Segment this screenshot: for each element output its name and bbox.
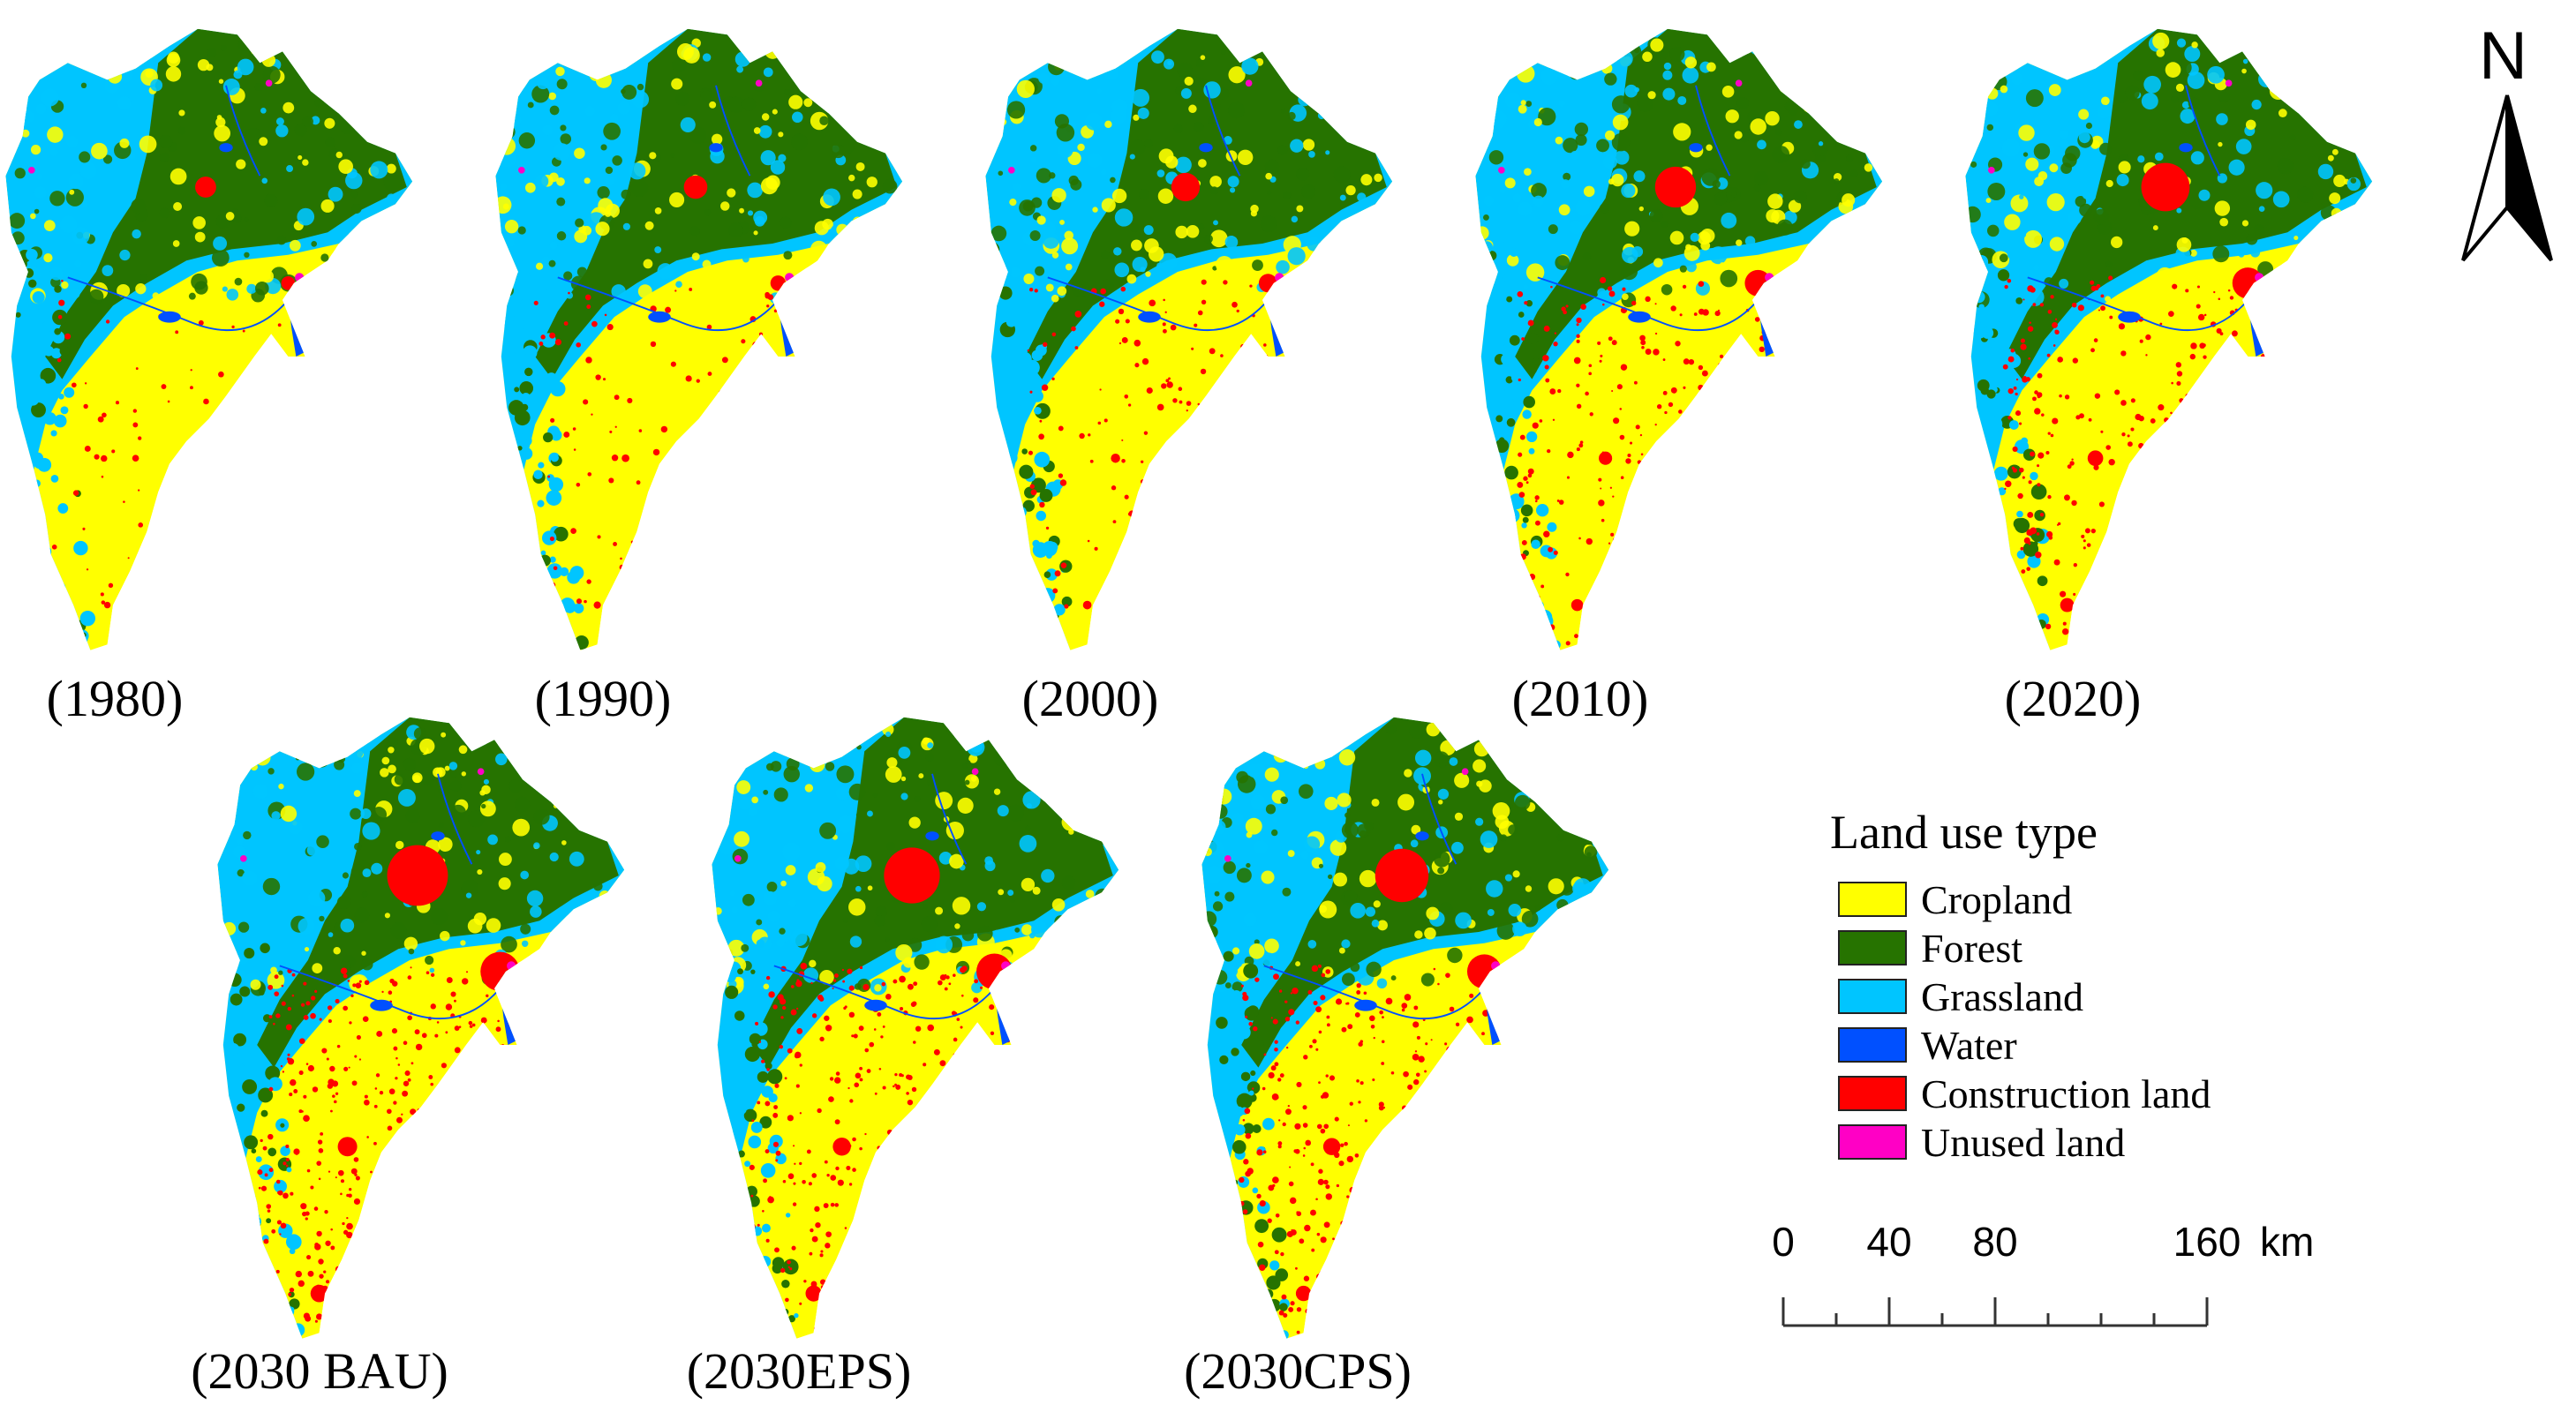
panel-label-2010: (2010) bbox=[1511, 670, 1649, 727]
panel-label-1990: (1990) bbox=[534, 670, 672, 727]
legend-swatch-grassland bbox=[1838, 979, 1907, 1014]
scale-tick-label-0: 0 bbox=[1772, 1219, 1795, 1265]
legend-label-cropland: Cropland bbox=[1921, 876, 2073, 922]
map-panel-2030-cps bbox=[1196, 706, 1655, 1341]
map-panel-2010 bbox=[1470, 18, 1929, 653]
legend-label-forest: Forest bbox=[1921, 925, 2022, 971]
panel-label-2030-cps: (2030CPS) bbox=[1184, 1342, 1412, 1400]
scale-bar-ruler bbox=[1781, 1297, 2209, 1327]
legend-swatch-forest bbox=[1838, 930, 1907, 965]
land-use-map-1990 bbox=[495, 28, 903, 650]
land-use-map-2030-cps bbox=[1201, 717, 1609, 1339]
scale-unit-label: km bbox=[2260, 1219, 2315, 1265]
legend-label-construction-land: Construction land bbox=[1921, 1071, 2211, 1116]
legend-label-water: Water bbox=[1921, 1022, 2017, 1068]
legend-item-forest: Forest bbox=[1838, 925, 2022, 971]
legend-item-construction-land: Construction land bbox=[1838, 1071, 2211, 1116]
land-use-map-1980 bbox=[5, 28, 413, 650]
panel-label-2030-bau: (2030 BAU) bbox=[191, 1342, 448, 1400]
legend-label-grassland: Grassland bbox=[1921, 973, 2083, 1019]
panel-label-2030-eps: (2030EPS) bbox=[686, 1342, 912, 1400]
land-use-map-2010 bbox=[1475, 28, 1883, 650]
land-use-map-2020 bbox=[1965, 28, 2373, 650]
map-panel-1980 bbox=[0, 18, 459, 653]
land-use-map-2000 bbox=[985, 28, 1393, 650]
legend-swatch-water bbox=[1838, 1027, 1907, 1063]
legend: Land use type Cropland Forest Grassland … bbox=[1826, 805, 2320, 1176]
map-panel-2020 bbox=[1960, 18, 2419, 653]
legend-item-unused-land: Unused land bbox=[1838, 1119, 2126, 1165]
legend-swatch-cropland bbox=[1838, 882, 1907, 917]
land-use-map-2030-bau bbox=[217, 717, 625, 1339]
map-panel-2030-bau bbox=[212, 706, 671, 1341]
land-use-map-2030-eps bbox=[712, 717, 1119, 1339]
scale-bar: 0 40 80 160 km bbox=[1757, 1218, 2375, 1341]
legend-label-unused-land: Unused land bbox=[1921, 1119, 2126, 1165]
legend-title: Land use type bbox=[1830, 806, 2098, 859]
panel-label-2000: (2000) bbox=[1021, 670, 1159, 727]
north-arrow: N bbox=[2445, 18, 2569, 274]
panel-label-2020: (2020) bbox=[2004, 670, 2142, 727]
legend-item-water: Water bbox=[1838, 1022, 2017, 1068]
scale-tick-label-40: 40 bbox=[1866, 1219, 1912, 1265]
map-panel-2000 bbox=[980, 18, 1439, 653]
legend-item-grassland: Grassland bbox=[1838, 973, 2083, 1019]
legend-swatch-construction-land bbox=[1838, 1076, 1907, 1111]
legend-item-cropland: Cropland bbox=[1838, 876, 2073, 922]
panel-label-1980: (1980) bbox=[46, 670, 184, 727]
legend-swatch-unused-land bbox=[1838, 1124, 1907, 1160]
map-panel-1990 bbox=[490, 18, 949, 653]
scale-tick-label-80: 80 bbox=[1972, 1219, 2018, 1265]
north-label: N bbox=[2479, 19, 2527, 94]
north-arrow-icon bbox=[2461, 94, 2553, 262]
scale-tick-label-160: 160 bbox=[2173, 1219, 2241, 1265]
map-panel-2030-eps bbox=[706, 706, 1165, 1341]
